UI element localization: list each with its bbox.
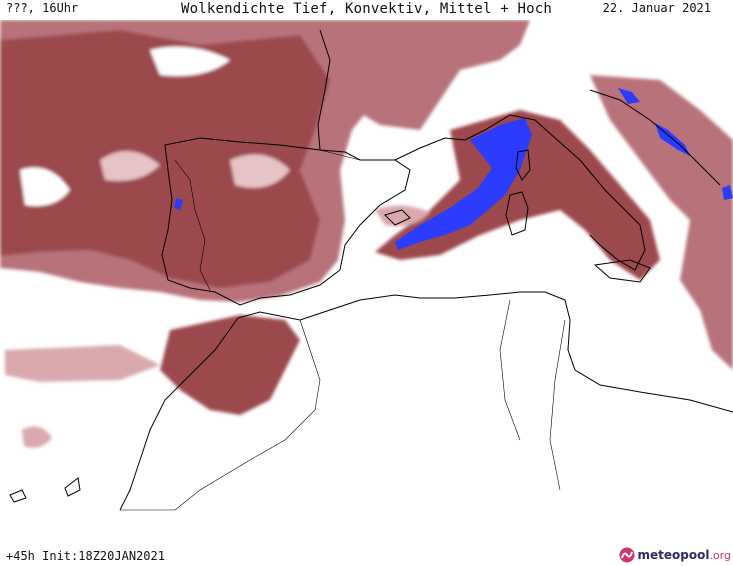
cloud-canary xyxy=(22,426,52,448)
border-france-spain xyxy=(319,149,361,161)
cloud-balearic xyxy=(375,205,430,227)
cloud-light-gap-4 xyxy=(230,154,290,188)
border-spain-portugal xyxy=(174,159,211,291)
cloud-france-alps xyxy=(330,20,530,130)
border-algeria-tunisia xyxy=(499,299,521,441)
border-tunisia-libya xyxy=(549,319,566,491)
meteopool-logo[interactable]: meteopool .org xyxy=(619,544,731,566)
precip-north-italy xyxy=(618,88,640,104)
coastline-france-med xyxy=(394,137,466,161)
cloud-north-africa xyxy=(160,315,300,415)
cloud-light-gap-1 xyxy=(20,167,70,206)
cloud-westafrica-light xyxy=(5,345,160,382)
cloud-adriatic xyxy=(590,75,733,230)
map-header: ???, 16Uhr Wolkendichte Tief, Konvektiv,… xyxy=(0,0,733,20)
run-info: +45h Init:18Z20JAN2021 xyxy=(6,549,165,563)
meteopool-logo-icon xyxy=(619,547,634,563)
coastline-france xyxy=(317,29,331,151)
coastline-canaries xyxy=(9,477,81,503)
border-morocco-algeria xyxy=(174,319,321,511)
coastline-balearic xyxy=(384,209,411,226)
coastline-sicily xyxy=(593,259,651,283)
cloud-light-gap-2 xyxy=(100,151,160,181)
coastline-sardinia xyxy=(505,191,529,236)
cloud-layer xyxy=(0,20,733,448)
cloud-light-gap-3 xyxy=(150,46,230,76)
cloud-atlantic-dense xyxy=(0,30,330,288)
coastline-corsica xyxy=(515,149,531,181)
date-label: 22. Januar 2021 xyxy=(602,1,711,15)
precip-portugal xyxy=(174,198,183,210)
valid-time-label: ???, 16Uhr xyxy=(6,1,79,15)
coastline-adriatic xyxy=(589,89,721,186)
cloud-balkans-east xyxy=(680,210,733,370)
coastline-atlantic-africa xyxy=(119,317,239,511)
logo-text-tld: .org xyxy=(709,548,731,562)
border-layer xyxy=(120,149,566,511)
coastline-north-africa xyxy=(237,291,733,413)
precip-balkans xyxy=(722,185,733,200)
coastline-iberia xyxy=(161,137,411,306)
cloud-italy xyxy=(375,110,660,280)
logo-text-main: meteopool xyxy=(637,548,710,562)
cloud-density-map xyxy=(0,20,733,528)
precip-ligurian xyxy=(395,118,532,250)
coastline-layer xyxy=(9,29,733,511)
map-title: Wolkendichte Tief, Konvektiv, Mittel + H… xyxy=(181,1,553,17)
